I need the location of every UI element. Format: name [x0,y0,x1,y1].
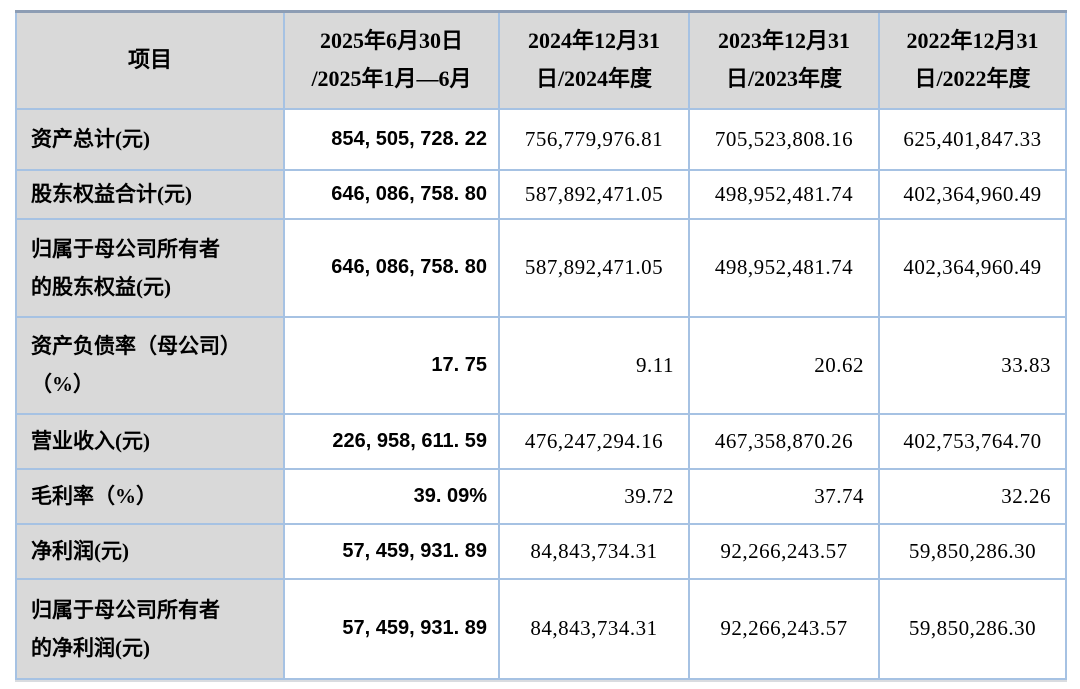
cell-value: 59,850,286.30 [878,577,1067,680]
column-header-2023: 2023年12月31 日/2023年度 [688,10,880,110]
row-label: 营业收入(元) [15,412,285,470]
cell-value: 17. 75 [283,315,500,415]
cell-value: 59,850,286.30 [878,522,1067,580]
cell-value: 467,358,870.26 [688,412,880,470]
financial-table: 项目 2025年6月30日 /2025年1月—6月 2024年12月31 日/2… [15,10,1067,680]
cell-value: 498,952,481.74 [688,168,880,220]
cell-value: 646, 086, 758. 80 [283,217,500,318]
cell-value: 587,892,471.05 [498,168,690,220]
row-label: 资产总计(元) [15,107,285,171]
row-label: 毛利率（%） [15,467,285,525]
row-label: 归属于母公司所有者 的股东权益(元) [15,217,285,318]
cell-value: 84,843,734.31 [498,577,690,680]
cell-value: 37.74 [688,467,880,525]
column-header-2024: 2024年12月31 日/2024年度 [498,10,690,110]
header-row: 项目 2025年6月30日 /2025年1月—6月 2024年12月31 日/2… [15,10,1067,110]
cell-value: 402,753,764.70 [878,412,1067,470]
cell-value: 402,364,960.49 [878,168,1067,220]
row-label: 资产负债率（母公司） （%） [15,315,285,415]
table-row-total-assets: 资产总计(元) 854, 505, 728. 22 756,779,976.81… [15,107,1067,171]
cell-value: 402,364,960.49 [878,217,1067,318]
cell-value: 9.11 [498,315,690,415]
cell-value: 39.72 [498,467,690,525]
cell-value: 39. 09% [283,467,500,525]
cell-value: 625,401,847.33 [878,107,1067,171]
cell-value: 476,247,294.16 [498,412,690,470]
cell-value: 33.83 [878,315,1067,415]
cell-value: 646, 086, 758. 80 [283,168,500,220]
cell-value: 756,779,976.81 [498,107,690,171]
column-header-2025-h1: 2025年6月30日 /2025年1月—6月 [283,10,500,110]
financial-summary-table: 项目 2025年6月30日 /2025年1月—6月 2024年12月31 日/2… [15,10,1067,680]
row-label: 净利润(元) [15,522,285,580]
cell-value: 92,266,243.57 [688,577,880,680]
cell-value: 57, 459, 931. 89 [283,522,500,580]
column-header-item: 项目 [15,10,285,110]
table-row-net-profit-attributable-to-parent: 归属于母公司所有者 的净利润(元) 57, 459, 931. 89 84,84… [15,577,1067,680]
table-row-total-equity: 股东权益合计(元) 646, 086, 758. 80 587,892,471.… [15,168,1067,220]
column-header-2022: 2022年12月31 日/2022年度 [878,10,1067,110]
cell-value: 705,523,808.16 [688,107,880,171]
cell-value: 854, 505, 728. 22 [283,107,500,171]
cell-value: 32.26 [878,467,1067,525]
table-row-gross-margin: 毛利率（%） 39. 09% 39.72 37.74 32.26 [15,467,1067,525]
cell-value: 226, 958, 611. 59 [283,412,500,470]
table-row-debt-ratio: 资产负债率（母公司） （%） 17. 75 9.11 20.62 33.83 [15,315,1067,415]
cell-value: 92,266,243.57 [688,522,880,580]
row-label: 股东权益合计(元) [15,168,285,220]
cell-value: 57, 459, 931. 89 [283,577,500,680]
cell-value: 587,892,471.05 [498,217,690,318]
cell-value: 84,843,734.31 [498,522,690,580]
table-row-net-profit: 净利润(元) 57, 459, 931. 89 84,843,734.31 92… [15,522,1067,580]
row-label: 归属于母公司所有者 的净利润(元) [15,577,285,680]
table-row-operating-revenue: 营业收入(元) 226, 958, 611. 59 476,247,294.16… [15,412,1067,470]
table-row-equity-attributable-to-parent: 归属于母公司所有者 的股东权益(元) 646, 086, 758. 80 587… [15,217,1067,318]
cell-value: 498,952,481.74 [688,217,880,318]
cell-value: 20.62 [688,315,880,415]
